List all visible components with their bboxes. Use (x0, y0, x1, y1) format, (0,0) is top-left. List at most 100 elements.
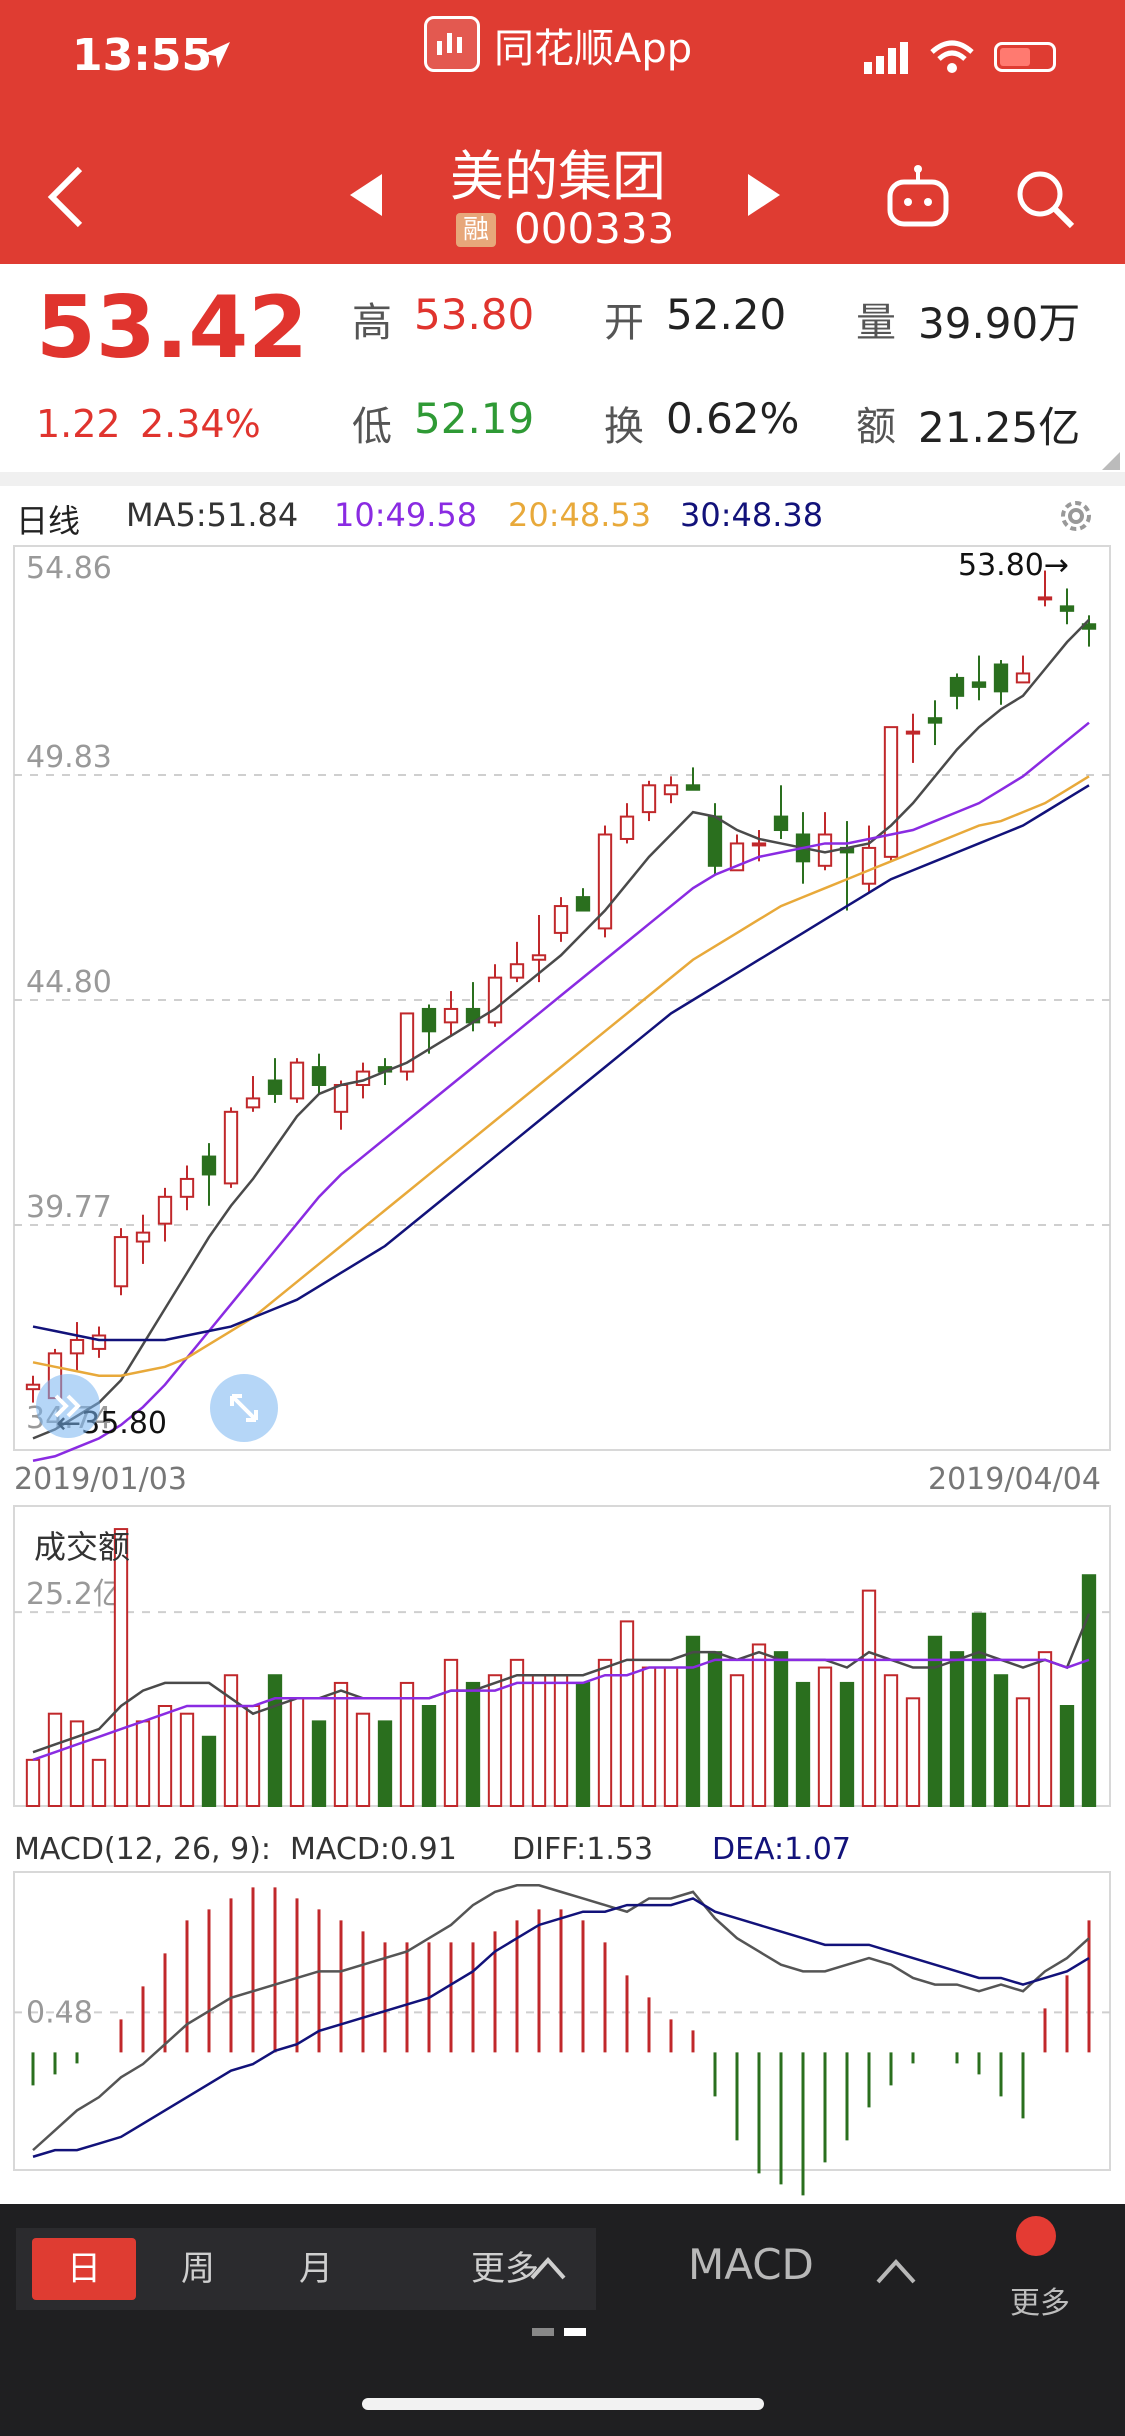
candle-down (201, 1155, 217, 1176)
tab-week[interactable]: 周 (146, 2238, 250, 2300)
volume-bar-down (377, 1720, 393, 1808)
indicator-selector[interactable]: MACD (688, 2240, 814, 2289)
robot-assistant-icon[interactable] (884, 164, 952, 230)
wifi-icon (930, 40, 974, 73)
battery-icon (994, 42, 1056, 72)
ma-line-ma20 (32, 775, 1090, 1377)
kline-y-tick: 44.80 (26, 965, 112, 1000)
volume-bar-up (641, 1666, 657, 1807)
signal-icon (864, 42, 908, 74)
volume-bar-up (531, 1674, 547, 1807)
low-label: 低 (352, 404, 392, 450)
kline-y-tick: 49.83 (26, 740, 112, 775)
candle-down (773, 815, 789, 832)
volume-bar-up (157, 1705, 173, 1807)
candle-up (179, 1177, 195, 1198)
volume-bar-down (1059, 1705, 1075, 1807)
candle-up (1015, 672, 1031, 684)
last-price: 53.42 (36, 278, 309, 378)
candle-up (905, 730, 921, 735)
volume-bar-up (663, 1666, 679, 1807)
tab-month[interactable]: 月 (264, 2238, 368, 2300)
candle-down (267, 1079, 283, 1095)
volume-bar-down (949, 1651, 965, 1807)
expand-corner-icon[interactable] (1102, 452, 1120, 470)
prev-stock-icon[interactable] (346, 172, 386, 218)
back-icon[interactable] (44, 165, 88, 229)
volume-bar-up (25, 1758, 41, 1808)
candle-up (223, 1110, 239, 1185)
volume-bar-up (355, 1712, 371, 1807)
stock-name: 美的集团 (450, 145, 666, 208)
kline-y-tick: 54.86 (26, 551, 112, 586)
candle-down (575, 896, 591, 912)
macd-line-diff (32, 1883, 1090, 2152)
next-stock-icon[interactable] (744, 172, 784, 218)
volume-bar-down (201, 1735, 217, 1808)
page-indicator-dot (532, 2328, 554, 2336)
tab-more[interactable]: 更多 (430, 2238, 580, 2300)
margin-badge: 融 (456, 213, 496, 247)
volume-y-tick: 25.2亿 (26, 1577, 123, 1612)
x-end-date: 2019/04/04 (928, 1462, 1101, 1497)
volume-bar-up (399, 1681, 415, 1808)
chart-mode-button[interactable] (36, 1374, 100, 1438)
more-button-icon[interactable] (1016, 2216, 1056, 2256)
indicator-chevron-up-icon[interactable] (876, 2258, 916, 2284)
volume-bar-up (245, 1705, 261, 1807)
candle-down (927, 717, 943, 724)
candle-up (1037, 596, 1053, 601)
price-change-pct: 2.34% (140, 402, 261, 446)
tab-day[interactable]: 日 (32, 2238, 136, 2300)
candle-up (817, 833, 833, 867)
volume-bar-up (223, 1674, 239, 1807)
period-label[interactable]: 日线 (16, 502, 81, 540)
section-divider (0, 472, 1125, 486)
fullscreen-button[interactable] (210, 1374, 278, 1442)
bottom-toolbar: 日 周 月 更多 MACD 更多 (0, 2204, 1125, 2436)
app-source-label[interactable]: 同花顺App (494, 26, 693, 72)
candle-up (113, 1236, 129, 1288)
candle-up (157, 1195, 173, 1225)
amount-value: 21.25亿 (918, 403, 1081, 452)
volume-bar-down (839, 1681, 855, 1808)
tab-day-label: 日 (67, 2249, 101, 2289)
more-button-label[interactable]: 更多 (1010, 2286, 1070, 2321)
candle-down (993, 663, 1009, 693)
candle-down (971, 681, 987, 688)
candle-up (553, 905, 569, 934)
volume-bar-up (553, 1674, 569, 1807)
expand-arrows-icon (230, 1394, 258, 1422)
low-value: 52.19 (414, 394, 535, 443)
tab-week-label: 周 (181, 2249, 215, 2289)
candle-up (399, 1012, 415, 1073)
volume-bar-down (707, 1651, 723, 1807)
macd-value: MACD:0.91 (290, 1832, 457, 1867)
volume-bar-down (421, 1705, 437, 1807)
volume-bar-down (267, 1674, 283, 1807)
quote-panel: 53.42 1.22 2.34% 高 53.80 开 52.20 量 39.90… (0, 264, 1125, 472)
volume-bar-down (465, 1681, 481, 1808)
double-chevron-icon (54, 1394, 81, 1418)
macd-line-dea (32, 1897, 1090, 2158)
volume-bar-up (333, 1681, 349, 1808)
settings-gear-icon[interactable] (1054, 494, 1098, 538)
candle-up (245, 1097, 261, 1109)
search-icon[interactable] (1012, 166, 1078, 232)
candle-up (751, 842, 767, 847)
macd-title: MACD(12, 26, 9): (14, 1832, 272, 1867)
volume-value: 39.90万 (918, 299, 1081, 348)
volume-bar-down (993, 1674, 1009, 1807)
status-time: 13:55 (72, 30, 213, 81)
volume-bar-down (311, 1720, 327, 1808)
turnover-label: 换 (604, 404, 644, 450)
volume-bar-up (619, 1620, 635, 1808)
volume-bar-up (751, 1643, 767, 1808)
high-value: 53.80 (414, 290, 535, 339)
volume-bar-up (597, 1658, 613, 1808)
stock-code: 000333 (514, 204, 675, 253)
volume-title: 成交额 (34, 1528, 131, 1566)
high-label: 高 (352, 300, 392, 346)
app-logo-icon (424, 16, 480, 72)
